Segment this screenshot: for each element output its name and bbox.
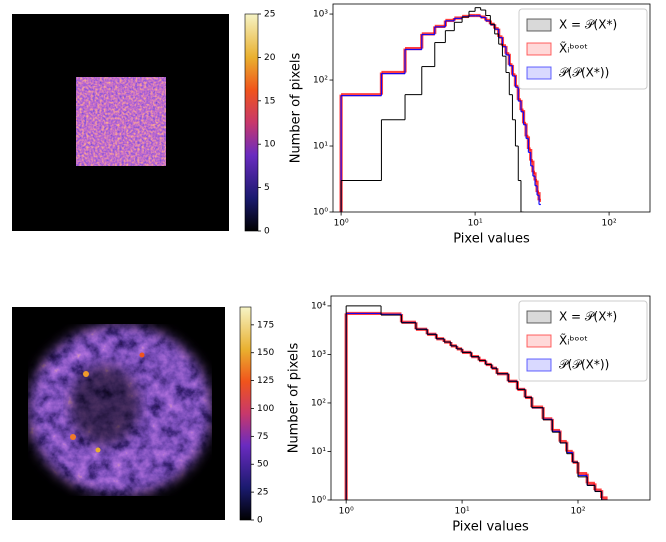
step-riser bbox=[340, 7, 522, 212]
colorbar-tick-label: 0 bbox=[264, 227, 270, 237]
x-tick-label: 10² bbox=[602, 219, 617, 229]
colorbar-tick-label: 25 bbox=[257, 488, 268, 498]
y-tick-label: 10¹ bbox=[313, 142, 328, 152]
colorbar-tick-label: 5 bbox=[264, 183, 270, 193]
y-tick-label: 10³ bbox=[313, 10, 328, 20]
image-noise-square bbox=[76, 77, 166, 166]
hotspot bbox=[139, 352, 145, 358]
legend-label: 𝒫(𝒫(X*)) bbox=[559, 358, 609, 372]
legend-swatch bbox=[526, 334, 552, 348]
legend-swatch bbox=[526, 310, 552, 324]
colorbar-tick-label: 50 bbox=[257, 460, 269, 470]
hotspot bbox=[95, 447, 101, 453]
colorbar-tick-label: 175 bbox=[257, 320, 274, 330]
y-tick-label: 10⁴ bbox=[311, 301, 326, 311]
x-tick-label: 10¹ bbox=[468, 219, 483, 229]
colorbar-tick-label: 75 bbox=[257, 432, 268, 442]
y-axis-label: Number of pixels bbox=[289, 52, 304, 163]
x-tick-label: 10⁰ bbox=[339, 507, 354, 517]
legend-label: X = 𝒫(X*) bbox=[559, 18, 617, 32]
legend-swatch bbox=[526, 66, 552, 80]
x-tick-label: 10¹ bbox=[455, 507, 470, 517]
legend-swatch bbox=[526, 42, 552, 56]
colorbar-tick-label: 25 bbox=[264, 10, 275, 20]
legend-swatch bbox=[526, 18, 552, 32]
legend-label: X = 𝒫(X*) bbox=[559, 310, 617, 324]
y-tick-label: 10⁰ bbox=[313, 208, 328, 218]
x-axis-label: Pixel values bbox=[452, 520, 529, 535]
step-riser bbox=[340, 15, 540, 212]
colorbar-tick-label: 0 bbox=[257, 516, 263, 526]
axes-frame bbox=[330, 295, 651, 501]
hotspot bbox=[83, 371, 89, 377]
colorbar-tick-label: 15 bbox=[264, 96, 275, 106]
colorbar bbox=[244, 13, 259, 232]
legend-swatch bbox=[526, 358, 552, 372]
x-tick-label: 10² bbox=[570, 507, 585, 517]
colorbar-tick-label: 150 bbox=[257, 348, 274, 358]
axes-frame bbox=[332, 3, 651, 213]
legend-label: X̃ᵢᵇᵒᵒᵗ bbox=[559, 41, 588, 55]
y-tick-label: 10¹ bbox=[311, 447, 326, 457]
step-riser bbox=[345, 305, 603, 500]
nebula-core bbox=[70, 365, 140, 445]
legend-label: X̃ᵢᵇᵒᵒᵗ bbox=[559, 333, 588, 347]
y-tick-label: 10² bbox=[311, 398, 326, 408]
y-tick-label: 10³ bbox=[311, 350, 326, 360]
colorbar-tick-label: 100 bbox=[257, 404, 274, 414]
hotspot bbox=[70, 434, 76, 440]
colorbar-tick-label: 10 bbox=[264, 140, 276, 150]
step-riser bbox=[339, 15, 541, 212]
y-tick-label: 10⁰ bbox=[311, 496, 326, 506]
y-axis-label: Number of pixels bbox=[287, 342, 302, 453]
colorbar-tick-label: 125 bbox=[257, 376, 274, 386]
y-tick-label: 10² bbox=[313, 76, 328, 86]
colorbar-tick-label: 20 bbox=[264, 53, 276, 63]
x-tick-label: 10⁰ bbox=[334, 219, 349, 229]
legend-label: 𝒫(𝒫(X*)) bbox=[559, 66, 609, 80]
colorbar bbox=[239, 306, 252, 521]
x-axis-label: Pixel values bbox=[453, 232, 530, 247]
